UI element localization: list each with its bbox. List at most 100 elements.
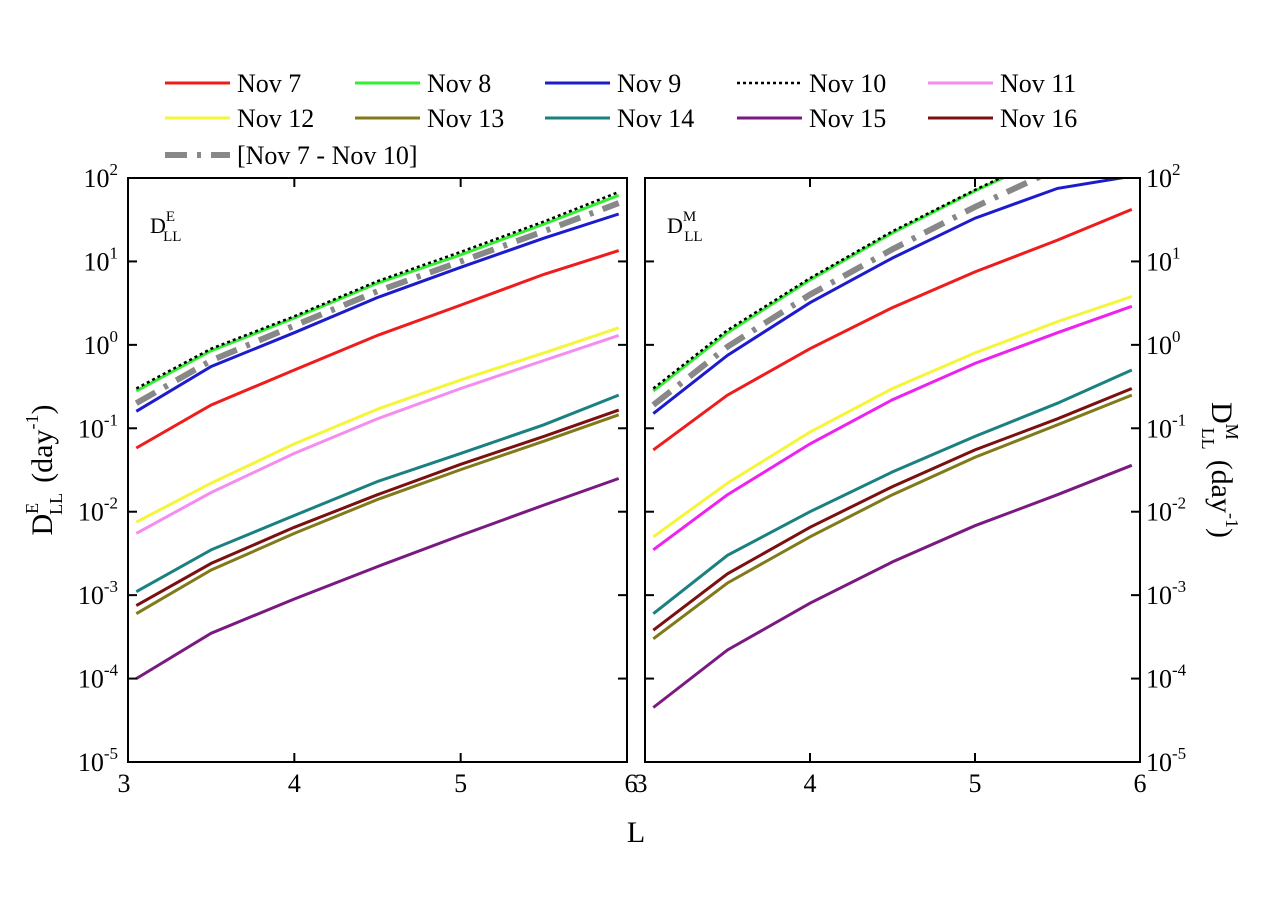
- y-tick-label: 10-4: [78, 661, 119, 694]
- series-line: [652, 368, 1133, 615]
- ylabel-sub: LL: [46, 493, 66, 515]
- y-tick-label: 100: [1146, 327, 1181, 360]
- legend-label: Nov 9: [617, 69, 681, 98]
- y-tick-base: 10: [78, 665, 104, 694]
- series-line: [135, 193, 620, 393]
- y-tick-label: 10-5: [78, 744, 118, 777]
- y-tick-label: 10-3: [78, 577, 118, 610]
- annotation-base: D: [150, 213, 166, 238]
- x-tick-label: 3: [635, 769, 648, 798]
- series-line: [652, 178, 1131, 415]
- y-tick-label: 102: [84, 160, 119, 193]
- y-tick-exponent: 1: [110, 243, 119, 262]
- y-tick-base: 10: [1146, 498, 1172, 527]
- series-line: [135, 408, 620, 607]
- y-tick-exponent: 2: [1172, 160, 1181, 179]
- y-tick-base: 10: [1146, 748, 1172, 777]
- y-tick-base: 10: [84, 331, 110, 360]
- legend-label: [Nov 7 - Nov 10]: [237, 141, 418, 170]
- y-tick-exponent: -5: [1172, 744, 1186, 763]
- legend: Nov 7 Nov 8 Nov 9 Nov 10 Nov 11 Nov 12 Nov 13 N…: [165, 69, 1077, 170]
- y-tick-exponent: -1: [104, 410, 118, 429]
- y-tick-label: 101: [84, 243, 119, 276]
- y-tick-label: 10-1: [78, 410, 118, 443]
- series-group: [134, 190, 620, 680]
- y-tick-exponent: 1: [1172, 243, 1181, 262]
- y-tick-exponent: -5: [104, 744, 118, 763]
- series-line: [652, 387, 1133, 632]
- legend-label: Nov 15: [809, 104, 886, 133]
- annotation-sup: M: [683, 209, 696, 225]
- y-tick-base: 10: [1146, 331, 1172, 360]
- ylabel-unit: (day: [26, 430, 59, 483]
- x-axis-label: L: [627, 816, 645, 849]
- legend-label: Nov 11: [1000, 69, 1076, 98]
- panel-annotation: DM LL: [667, 209, 703, 245]
- y-tick-exponent: -3: [1172, 577, 1186, 596]
- y-tick-base: 10: [84, 247, 110, 276]
- series-line: [135, 212, 620, 413]
- y-tick-base: 10: [84, 164, 110, 193]
- legend-label: Nov 10: [809, 69, 886, 98]
- y-tick-exponent: -2: [104, 494, 118, 513]
- y-tick-base: 10: [1146, 247, 1172, 276]
- ylabel-unit-sup: -1: [1222, 513, 1242, 528]
- series-line: [135, 190, 620, 390]
- y-tick-base: 10: [1146, 581, 1172, 610]
- series-line: [652, 295, 1133, 539]
- series-line: [652, 304, 1133, 552]
- ylabel-sub: LL: [1198, 428, 1218, 450]
- y-tick-exponent: 0: [110, 327, 119, 346]
- ylabel-close: ): [1205, 528, 1238, 538]
- y-tick-base: 10: [1146, 665, 1172, 694]
- legend-label: Nov 13: [427, 104, 504, 133]
- plot-frame: [127, 177, 628, 763]
- legend-label: Nov 7: [237, 69, 301, 98]
- ylabel-sup: M: [1222, 424, 1242, 440]
- series-line: [135, 249, 620, 450]
- series-line: [135, 477, 620, 680]
- x-tick-label: 6: [625, 769, 638, 798]
- x-tick-label: 4: [288, 769, 301, 798]
- y-tick-label: 102: [1146, 160, 1181, 193]
- series-line: [135, 326, 620, 524]
- y-tick-exponent: -2: [1172, 494, 1186, 513]
- series-line: [652, 463, 1133, 709]
- y-tick-base: 10: [1146, 164, 1172, 193]
- annotation-base: D: [667, 213, 683, 238]
- ylabel-close: ): [26, 405, 59, 415]
- y-axis-label: DE LL (day-1): [22, 405, 66, 536]
- x-tick-label: 4: [804, 769, 817, 798]
- panel-annotation: DE LL: [150, 209, 181, 245]
- y-tick-exponent: -4: [1172, 661, 1187, 680]
- annotation-sup: E: [166, 209, 175, 225]
- y-tick-label: 101: [1146, 243, 1181, 276]
- legend-label: Nov 16: [1000, 104, 1077, 133]
- plot-frame: [644, 177, 1141, 763]
- y-tick-label: 100: [84, 327, 119, 360]
- y-tick-exponent: -3: [104, 577, 118, 596]
- x-tick-label: 6: [1134, 769, 1147, 798]
- series-line: [135, 393, 620, 594]
- legend-label: Nov 12: [237, 104, 314, 133]
- x-tick-label: 5: [969, 769, 982, 798]
- y-axis-label: DMLL (day-1): [1198, 402, 1242, 538]
- y-tick-label: 10-4: [1146, 661, 1187, 694]
- legend-label: Nov 8: [427, 69, 491, 98]
- y-tick-base: 10: [1146, 414, 1172, 443]
- y-tick-exponent: 2: [110, 160, 119, 179]
- y-tick-exponent: -4: [104, 661, 119, 680]
- y-tick-label: 10-3: [1146, 577, 1186, 610]
- y-tick-base: 10: [78, 498, 104, 527]
- ylabel-base: D: [26, 514, 59, 536]
- series-group: [651, 178, 1133, 709]
- series-line: [652, 393, 1133, 640]
- series-line: [652, 178, 1007, 393]
- ylabel-base: D: [1205, 402, 1238, 424]
- ylabel-unit-sup: -1: [22, 415, 42, 430]
- series-line: [651, 178, 1045, 408]
- annotation-sub: LL: [163, 229, 181, 245]
